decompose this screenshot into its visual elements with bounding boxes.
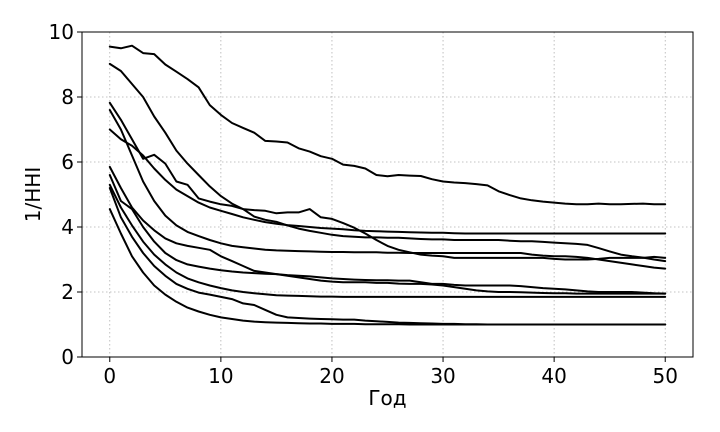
y-tick-label: 4 bbox=[61, 215, 74, 239]
y-tick-label: 10 bbox=[49, 20, 74, 44]
x-tick-label: 0 bbox=[103, 364, 116, 388]
x-axis-label: Год bbox=[368, 386, 406, 410]
x-tick-label: 30 bbox=[430, 364, 455, 388]
y-tick-label: 8 bbox=[61, 85, 74, 109]
series-line-10 bbox=[108, 208, 667, 326]
series-line-7 bbox=[108, 174, 667, 295]
plot-frame bbox=[81, 31, 694, 358]
x-axis-ticks: 0 10 20 30 40 50 bbox=[103, 357, 678, 388]
series-line-3 bbox=[108, 101, 667, 261]
series-line-5 bbox=[108, 109, 667, 270]
series-line-1 bbox=[108, 44, 667, 206]
x-tick-label: 50 bbox=[653, 364, 678, 388]
series-line-9 bbox=[108, 187, 667, 326]
x-tick-label: 10 bbox=[208, 364, 233, 388]
y-axis-label: 1/HHI bbox=[21, 167, 45, 222]
y-tick-label: 0 bbox=[61, 345, 74, 369]
series-line-4 bbox=[108, 128, 667, 235]
x-tick-label: 20 bbox=[319, 364, 344, 388]
x-tick-label: 40 bbox=[541, 364, 566, 388]
series-line-8 bbox=[108, 183, 667, 298]
series-group bbox=[108, 44, 667, 326]
series-line-2 bbox=[108, 62, 667, 263]
y-axis-ticks: 0 2 4 6 8 10 bbox=[49, 20, 82, 369]
series-line-6 bbox=[108, 165, 667, 295]
grid bbox=[82, 31, 693, 358]
y-tick-label: 2 bbox=[61, 280, 74, 304]
y-tick-label: 6 bbox=[61, 150, 74, 174]
